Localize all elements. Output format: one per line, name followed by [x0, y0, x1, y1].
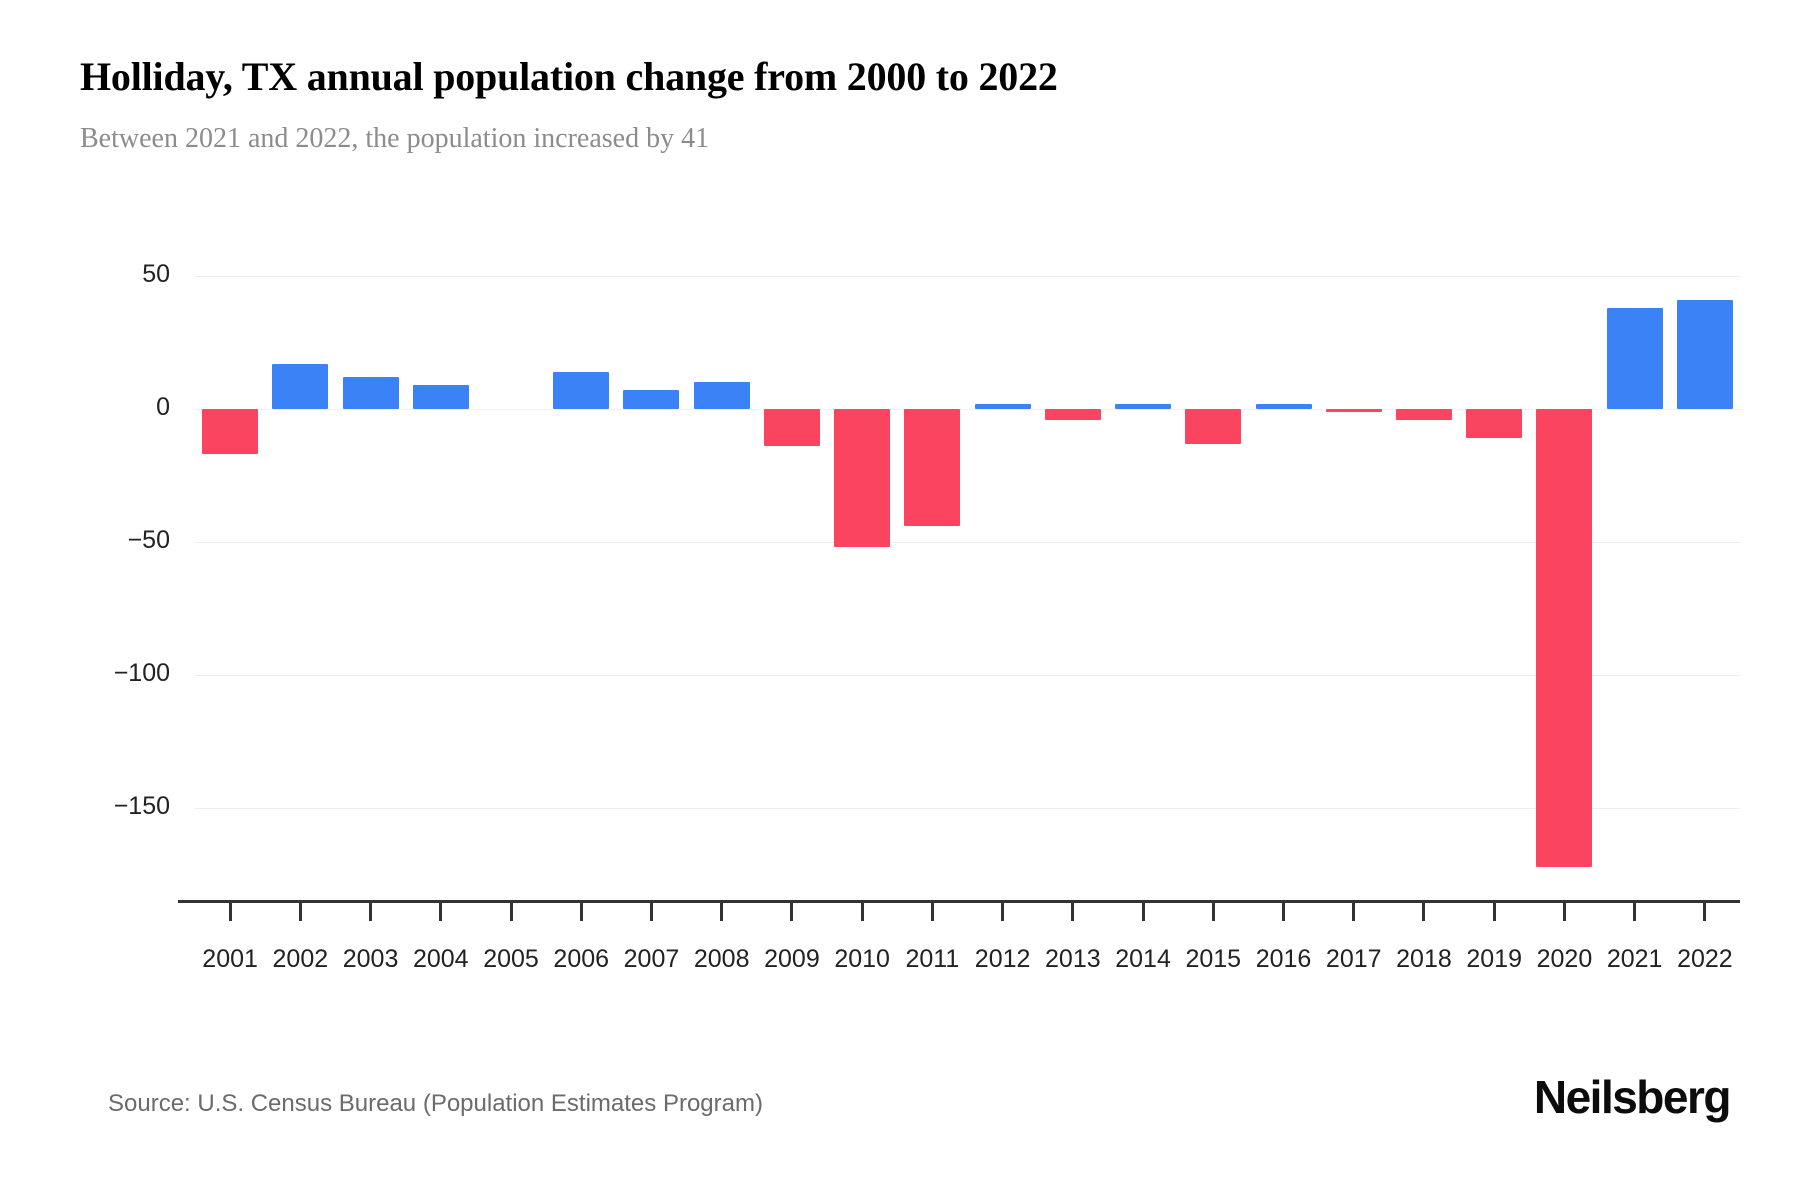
bar-2015[interactable]	[1185, 409, 1242, 444]
y-axis-tick-label: −100	[113, 659, 170, 687]
bar-2016[interactable]	[1255, 403, 1312, 409]
zero-line	[195, 409, 1740, 410]
x-axis-tick-label: 2016	[1255, 945, 1312, 973]
x-axis-tick	[298, 901, 302, 921]
bar-2022[interactable]	[1676, 299, 1733, 409]
x-axis-tick	[1492, 901, 1496, 921]
bar-2002[interactable]	[272, 363, 329, 409]
bar-2012[interactable]	[974, 403, 1031, 409]
brand-logo: Neilsberg	[1533, 1071, 1732, 1123]
gridline	[195, 808, 1740, 809]
x-axis-tick-label: 2002	[272, 945, 329, 973]
x-axis-tick	[1211, 901, 1215, 921]
x-axis-tick	[1141, 901, 1145, 921]
x-axis-tick-label: 2011	[905, 945, 960, 973]
bar-2021[interactable]	[1606, 307, 1663, 409]
bar-2017[interactable]	[1325, 409, 1382, 412]
x-axis-tick-label: 2003	[342, 945, 399, 973]
x-axis-tick-label: 2006	[553, 945, 610, 973]
bar-2004[interactable]	[412, 385, 469, 409]
x-axis-tick	[930, 901, 934, 921]
x-axis-tick	[1001, 901, 1005, 921]
x-axis-tick-label: 2017	[1325, 945, 1382, 973]
y-axis-tick-label: 0	[156, 393, 170, 421]
x-axis-tick	[860, 901, 864, 921]
bar-2013[interactable]	[1044, 409, 1101, 420]
bar-2008[interactable]	[693, 382, 750, 409]
bar-2009[interactable]	[763, 409, 820, 447]
x-axis-tick	[509, 901, 513, 921]
x-axis-tick-label: 2022	[1677, 945, 1733, 973]
gridline	[195, 675, 1740, 676]
gridline	[195, 276, 1740, 277]
bar-2006[interactable]	[553, 371, 610, 409]
bar-2018[interactable]	[1395, 409, 1452, 420]
x-axis-tick-label: 2004	[412, 945, 469, 973]
bar-2020[interactable]	[1536, 409, 1593, 867]
x-axis-tick	[790, 901, 794, 921]
x-axis-tick-label: 2001	[202, 945, 258, 973]
bar-2003[interactable]	[342, 377, 399, 409]
x-axis-tick-label: 2019	[1466, 945, 1522, 973]
x-axis-tick	[720, 901, 724, 921]
x-axis-tick	[649, 901, 653, 921]
gridline	[195, 542, 1740, 543]
y-axis-tick-label: −150	[113, 792, 170, 820]
x-axis-tick-label: 2008	[693, 945, 750, 973]
x-axis-tick	[1562, 901, 1566, 921]
x-axis-tick	[579, 901, 583, 921]
x-axis-tick	[1703, 901, 1707, 921]
bar-2014[interactable]	[1115, 403, 1172, 409]
bar-2019[interactable]	[1466, 409, 1523, 439]
bar-2010[interactable]	[834, 409, 891, 548]
bar-2001[interactable]	[202, 409, 259, 455]
bar-2011[interactable]	[904, 409, 961, 527]
x-axis-tick	[1282, 901, 1286, 921]
x-axis-tick	[369, 901, 373, 921]
x-axis-tick-label: 2018	[1396, 945, 1452, 973]
chart-subtitle: Between 2021 and 2022, the population in…	[80, 123, 710, 154]
x-axis-tick	[1633, 901, 1637, 921]
bar-2007[interactable]	[623, 390, 680, 409]
x-axis-line	[178, 900, 1740, 903]
x-axis-tick	[228, 901, 232, 921]
x-axis-tick	[1422, 901, 1426, 921]
x-axis-tick-label: 2012	[974, 945, 1031, 973]
y-axis-tick-label: 50	[142, 260, 170, 288]
x-axis-tick	[1352, 901, 1356, 921]
source-note: Source: U.S. Census Bureau (Population E…	[108, 1090, 763, 1117]
x-axis-tick	[439, 901, 443, 921]
x-axis-tick-label: 2007	[623, 945, 680, 973]
x-axis-tick-label: 2005	[483, 945, 539, 973]
y-axis-tick-label: −50	[127, 526, 170, 554]
x-axis-tick-label: 2020	[1536, 945, 1593, 973]
x-axis-tick	[1071, 901, 1075, 921]
page-title: Holliday, TX annual population change fr…	[80, 54, 1058, 99]
x-axis-tick-label: 2009	[764, 945, 820, 973]
x-axis-tick-label: 2014	[1115, 945, 1171, 973]
x-axis-tick-label: 2010	[834, 945, 890, 973]
x-axis-tick-label: 2013	[1045, 945, 1101, 973]
x-axis-tick-label: 2021	[1606, 945, 1663, 973]
x-axis-tick-label: 2015	[1185, 945, 1242, 973]
